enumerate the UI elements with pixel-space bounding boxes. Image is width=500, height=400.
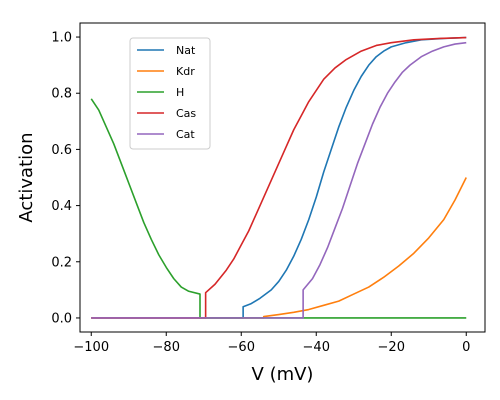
series-line-h — [90, 98, 467, 319]
x-tick-label: −60 — [228, 340, 255, 355]
x-tick-label: 0 — [462, 340, 470, 355]
legend-label: Cat — [176, 128, 195, 141]
legend-label: Kdr — [176, 65, 195, 78]
x-tick-label: −80 — [153, 340, 180, 355]
series-line-kdr — [91, 177, 467, 319]
series-line-nat — [91, 36, 467, 319]
y-tick-label: 0.4 — [51, 199, 72, 214]
legend: Nat Kdr H Cas Cat — [129, 37, 211, 150]
series-layer — [90, 36, 467, 319]
x-axis-label: V (mV) — [252, 364, 314, 385]
x-axis: −100 −80 −60 −40 −20 0 — [73, 332, 470, 355]
y-axis-label: Activation — [16, 132, 37, 222]
y-tick-label: 0.2 — [51, 255, 72, 270]
legend-label: H — [176, 86, 184, 99]
x-tick-label: −40 — [303, 340, 330, 355]
x-tick-label: −20 — [378, 340, 405, 355]
x-tick-label: −100 — [73, 340, 109, 355]
legend-box — [129, 37, 211, 150]
legend-label: Nat — [176, 44, 196, 57]
plot-frame — [79, 22, 486, 333]
y-tick-label: 0.0 — [51, 311, 72, 326]
y-tick-label: 1.0 — [51, 31, 72, 46]
legend-label: Cas — [176, 107, 196, 120]
y-tick-label: 0.6 — [51, 143, 72, 158]
series-line-cas — [91, 36, 467, 319]
plot-border — [79, 22, 486, 333]
series-line-cat — [91, 41, 467, 319]
y-axis: 0.0 0.2 0.4 0.6 0.8 1.0 — [51, 31, 80, 326]
y-tick-label: 0.8 — [51, 87, 72, 102]
